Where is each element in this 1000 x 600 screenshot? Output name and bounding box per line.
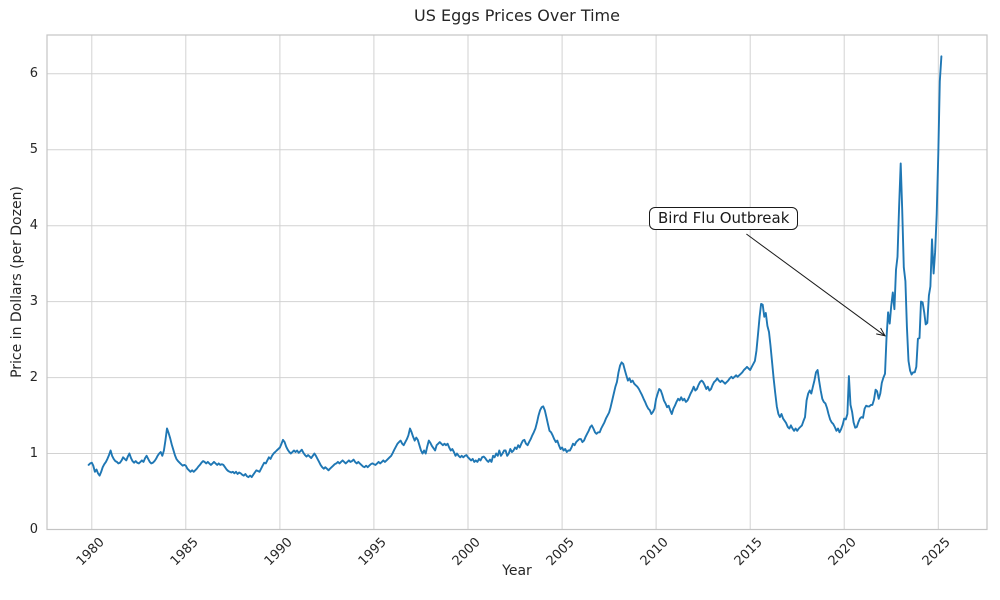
- annotation-box: Bird Flu Outbreak: [649, 207, 799, 230]
- annotation-text: Bird Flu Outbreak: [658, 209, 790, 227]
- annotation-arrow-head: [876, 327, 886, 337]
- y-tick-label: 1: [29, 446, 38, 461]
- y-tick-label: 6: [29, 66, 38, 81]
- price-data-line: [87, 55, 943, 479]
- y-tick-label: 3: [29, 294, 38, 309]
- x-axis-label: Year: [502, 563, 532, 579]
- plot-frame: [46, 34, 988, 531]
- y-tick-label: 5: [29, 142, 38, 157]
- annotation-arrow-line: [746, 233, 886, 337]
- chart-title: US Eggs Prices Over Time: [414, 6, 620, 25]
- y-tick-label: 0: [29, 522, 38, 537]
- y-tick-label: 2: [29, 370, 38, 385]
- y-tick-label: 4: [29, 218, 38, 233]
